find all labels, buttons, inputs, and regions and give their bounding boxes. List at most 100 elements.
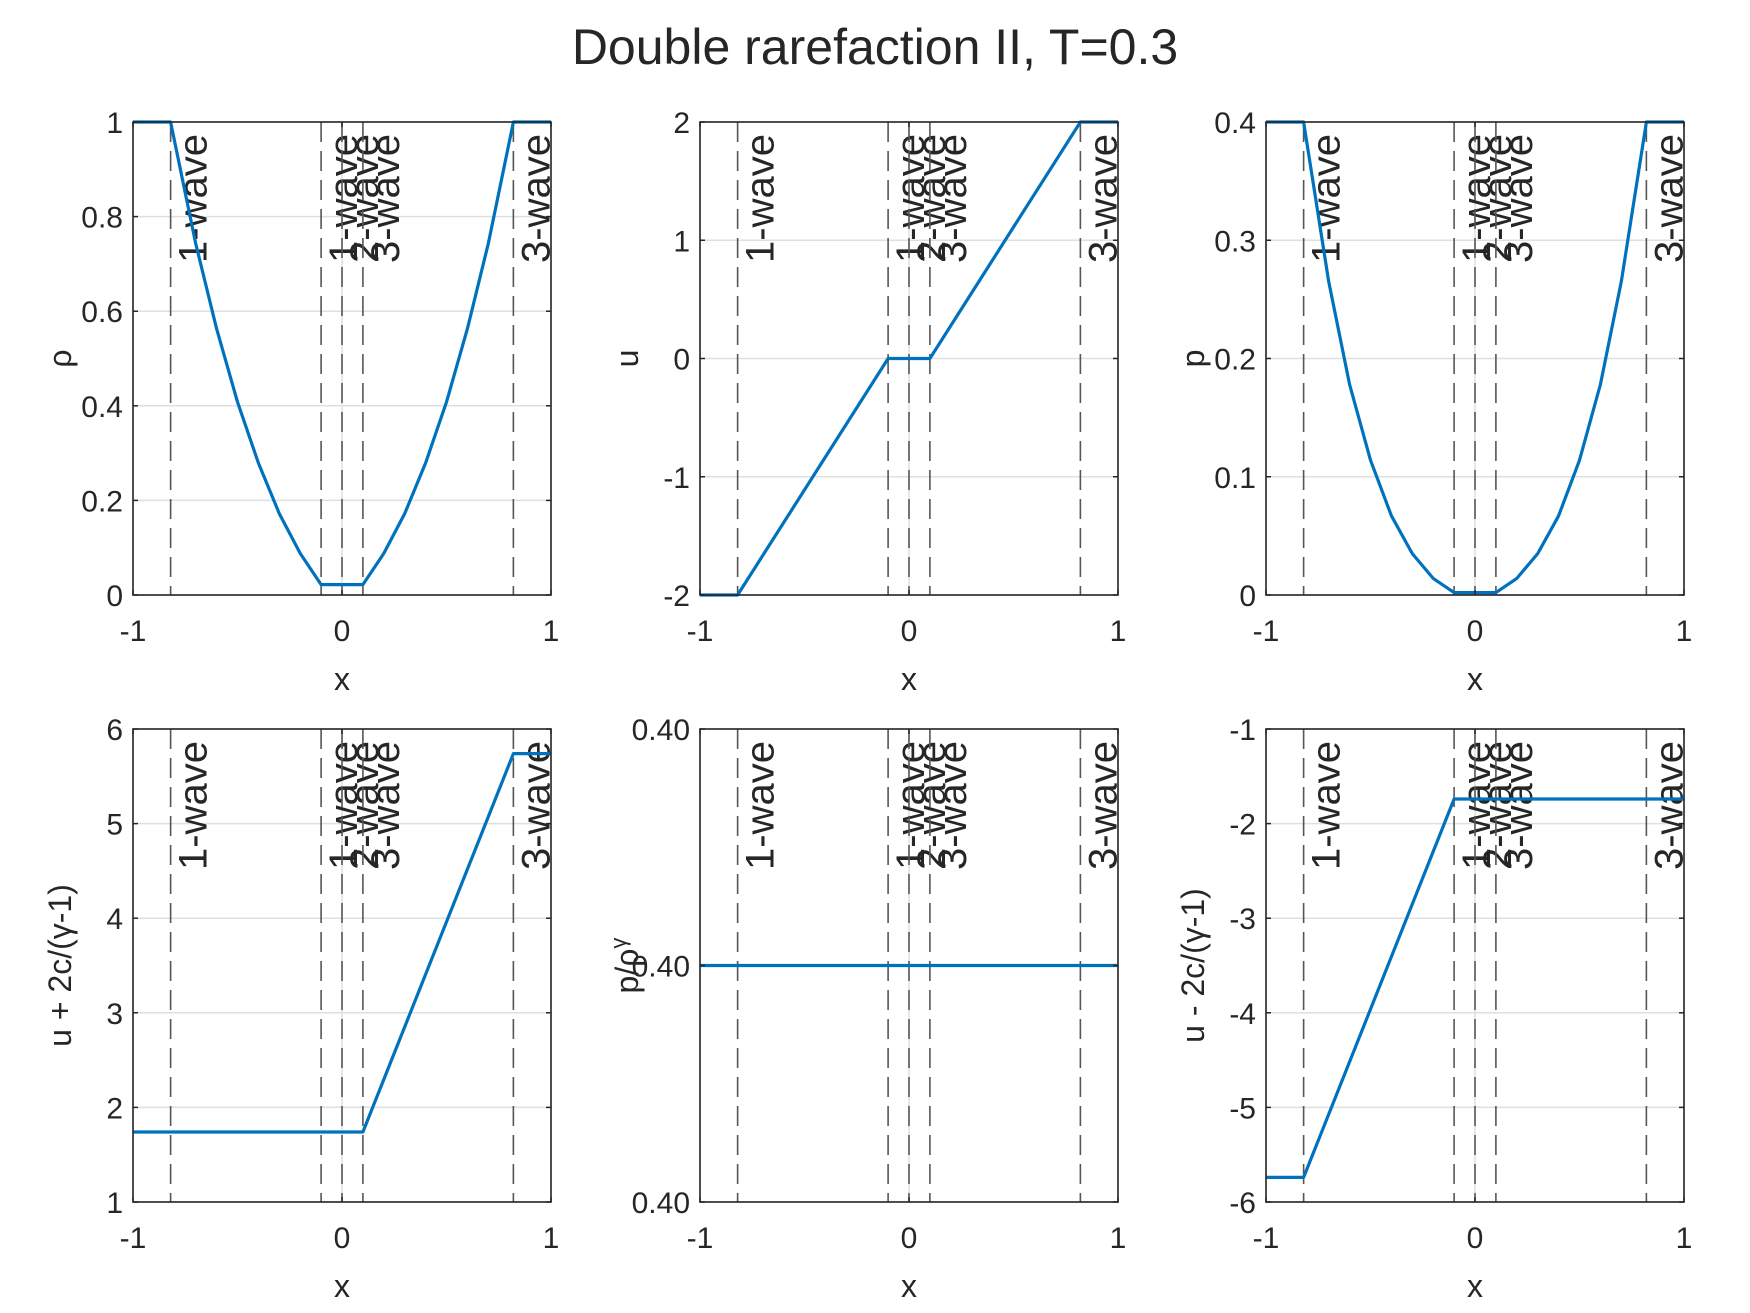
x-tick-label: 1	[1110, 615, 1127, 648]
y-tick-label: -3	[1229, 903, 1256, 936]
y-tick-label: 1	[106, 107, 123, 140]
y-tick-label: 0.3	[1214, 225, 1256, 258]
y-tick-label: 1	[106, 1187, 123, 1220]
x-tick-label: -1	[687, 615, 714, 648]
y-tick-label: 0.1	[1214, 462, 1256, 495]
wave-label: 1-wave	[889, 134, 933, 263]
wave-label: 1-wave	[1455, 741, 1499, 870]
y-axis-label-text: u + 2c/(γ-1)	[42, 884, 78, 1047]
y-tick-label: 0.2	[1214, 344, 1256, 377]
wave-label: 1-wave	[1455, 134, 1499, 263]
y-axis-label: u + 2c/(γ-1)	[42, 884, 78, 1047]
figure-title: Double rarefaction II, T=0.3	[571, 19, 1179, 75]
y-tick-label: 4	[106, 903, 123, 936]
wave-label: 2-wave	[910, 741, 954, 870]
x-tick-label: -1	[120, 1222, 147, 1255]
y-axis-label: ρ	[42, 349, 78, 367]
wave-label: 2-wave	[1476, 134, 1520, 263]
y-tick-label: 0.40	[632, 951, 690, 984]
y-axis-label-text: u	[609, 350, 645, 368]
x-tick-label: -1	[1253, 615, 1280, 648]
y-tick-label: 2	[673, 107, 690, 140]
y-tick-label: 0	[106, 580, 123, 613]
y-tick-label: 0.4	[1214, 107, 1256, 140]
wave-label: 3-wave	[1497, 134, 1541, 263]
y-tick-label: 0.4	[81, 391, 123, 424]
y-tick-label: 3	[106, 998, 123, 1031]
y-tick-label: 2	[106, 1092, 123, 1125]
x-axis-label: x	[334, 1268, 350, 1304]
wave-label: 1-wave	[739, 134, 783, 263]
wave-label: 1-wave	[739, 741, 783, 870]
wave-label: 2-wave	[1476, 741, 1520, 870]
x-tick-label: 0	[1467, 615, 1484, 648]
y-tick-label: -6	[1229, 1187, 1256, 1220]
x-tick-label: 1	[543, 1222, 560, 1255]
y-tick-label: -2	[663, 580, 690, 613]
x-tick-label: 0	[901, 615, 918, 648]
y-tick-label: 0.2	[81, 485, 123, 518]
y-axis-label: p/ργ	[606, 938, 645, 994]
y-tick-label: -2	[1229, 809, 1256, 842]
x-tick-label: -1	[1253, 1222, 1280, 1255]
x-axis-label: x	[1467, 661, 1483, 697]
wave-label: 3-wave	[931, 741, 975, 870]
x-tick-label: 1	[1676, 1222, 1693, 1255]
y-axis-label-text: ρ	[42, 349, 78, 367]
x-axis-label: x	[334, 661, 350, 697]
x-axis-label: x	[901, 661, 917, 697]
x-tick-label: 1	[1676, 615, 1693, 648]
y-axis-label: u - 2c/(γ-1)	[1175, 888, 1211, 1043]
wave-label: 2-wave	[910, 134, 954, 263]
x-tick-label: 0	[901, 1222, 918, 1255]
wave-label: 2-wave	[343, 741, 387, 870]
wave-label: 1-wave	[322, 741, 366, 870]
y-tick-label: 0.8	[81, 202, 123, 235]
data-line	[1266, 797, 1684, 1179]
x-axis-label: x	[901, 1268, 917, 1304]
y-axis-label-text: p/ρ	[609, 949, 645, 994]
x-tick-label: -1	[687, 1222, 714, 1255]
x-tick-label: 1	[1110, 1222, 1127, 1255]
data-line	[133, 120, 551, 587]
y-tick-label: -4	[1229, 998, 1256, 1031]
y-tick-label: 0	[1239, 580, 1256, 613]
y-tick-label: 5	[106, 809, 123, 842]
wave-label: 3-wave	[1497, 741, 1541, 870]
x-tick-label: 0	[334, 615, 351, 648]
y-tick-label: -5	[1229, 1092, 1256, 1125]
wave-label: 3-wave	[931, 134, 975, 263]
y-axis-label: p	[1175, 350, 1211, 368]
y-tick-label: 0	[673, 344, 690, 377]
wave-label: 1-wave	[1305, 134, 1349, 263]
wave-label: 1-wave	[172, 741, 216, 870]
x-axis-label: x	[1467, 1268, 1483, 1304]
y-tick-label: -1	[1229, 714, 1256, 747]
x-tick-label: -1	[120, 615, 147, 648]
wave-label: 3-wave	[364, 741, 408, 870]
y-axis-label-text: p	[1175, 350, 1211, 368]
wave-label: 1-wave	[1305, 741, 1349, 870]
y-axis-label: u	[609, 350, 645, 368]
y-tick-label: -1	[663, 462, 690, 495]
x-tick-label: 0	[1467, 1222, 1484, 1255]
wave-label: 1-wave	[322, 134, 366, 263]
y-tick-label: 6	[106, 714, 123, 747]
wave-label: 3-wave	[364, 134, 408, 263]
wave-label: 2-wave	[343, 134, 387, 263]
wave-label: 1-wave	[889, 741, 933, 870]
y-axis-label-superscript: γ	[606, 938, 631, 949]
x-tick-label: 1	[543, 615, 560, 648]
y-tick-label: 1	[673, 225, 690, 258]
y-tick-label: 0.40	[632, 1187, 690, 1220]
x-tick-label: 0	[334, 1222, 351, 1255]
data-line	[133, 752, 551, 1134]
y-axis-label-text: u - 2c/(γ-1)	[1175, 888, 1211, 1043]
